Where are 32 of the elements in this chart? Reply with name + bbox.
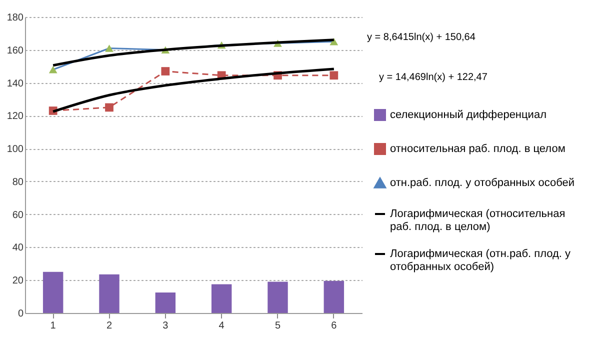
bar xyxy=(324,280,344,313)
bar xyxy=(268,282,288,313)
x-tick-label: 6 xyxy=(331,320,338,332)
legend-label: Логарифмическая (относительная раб. плод. в целом) xyxy=(390,208,566,233)
bar xyxy=(211,284,232,313)
x-tick-label: 3 xyxy=(162,320,169,332)
bar xyxy=(155,292,176,313)
legend-label: Логарифмическая (отн.раб. плод. у отобранных особей) xyxy=(390,248,572,273)
y-tick-label: 180 xyxy=(6,12,24,24)
x-tick-label: 4 xyxy=(218,320,225,332)
bar xyxy=(42,272,64,313)
y-tick-label: 160 xyxy=(6,45,24,56)
y-tick-label: 20 xyxy=(12,276,24,287)
legend-label: относительная раб. плод. в целом xyxy=(390,143,566,155)
text: y = 8,6415ln(x) + 150,64 xyxy=(367,32,476,43)
x-tick-label: 2 xyxy=(106,320,112,332)
legend-label: отн.раб. плод. у отобранных особей xyxy=(390,177,575,189)
x-tick-label: 5 xyxy=(274,320,281,332)
y-tick-label: 80 xyxy=(12,176,24,188)
point xyxy=(105,103,114,112)
y-tick-label: 140 xyxy=(6,78,24,90)
point xyxy=(330,71,338,80)
y-tick-label: 60 xyxy=(12,210,24,221)
x-tick-label: 1 xyxy=(50,320,56,332)
point xyxy=(161,67,170,76)
y-tick-label: 0 xyxy=(18,308,24,320)
legend-label: селекционный дифференциал xyxy=(390,109,546,121)
y-tick-label: 100 xyxy=(6,144,24,156)
y-tick-label: 120 xyxy=(6,111,24,122)
y-tick-label: 40 xyxy=(12,242,24,254)
text: y = 14,469ln(x) + 122,47 xyxy=(379,72,488,83)
bar xyxy=(99,274,120,313)
